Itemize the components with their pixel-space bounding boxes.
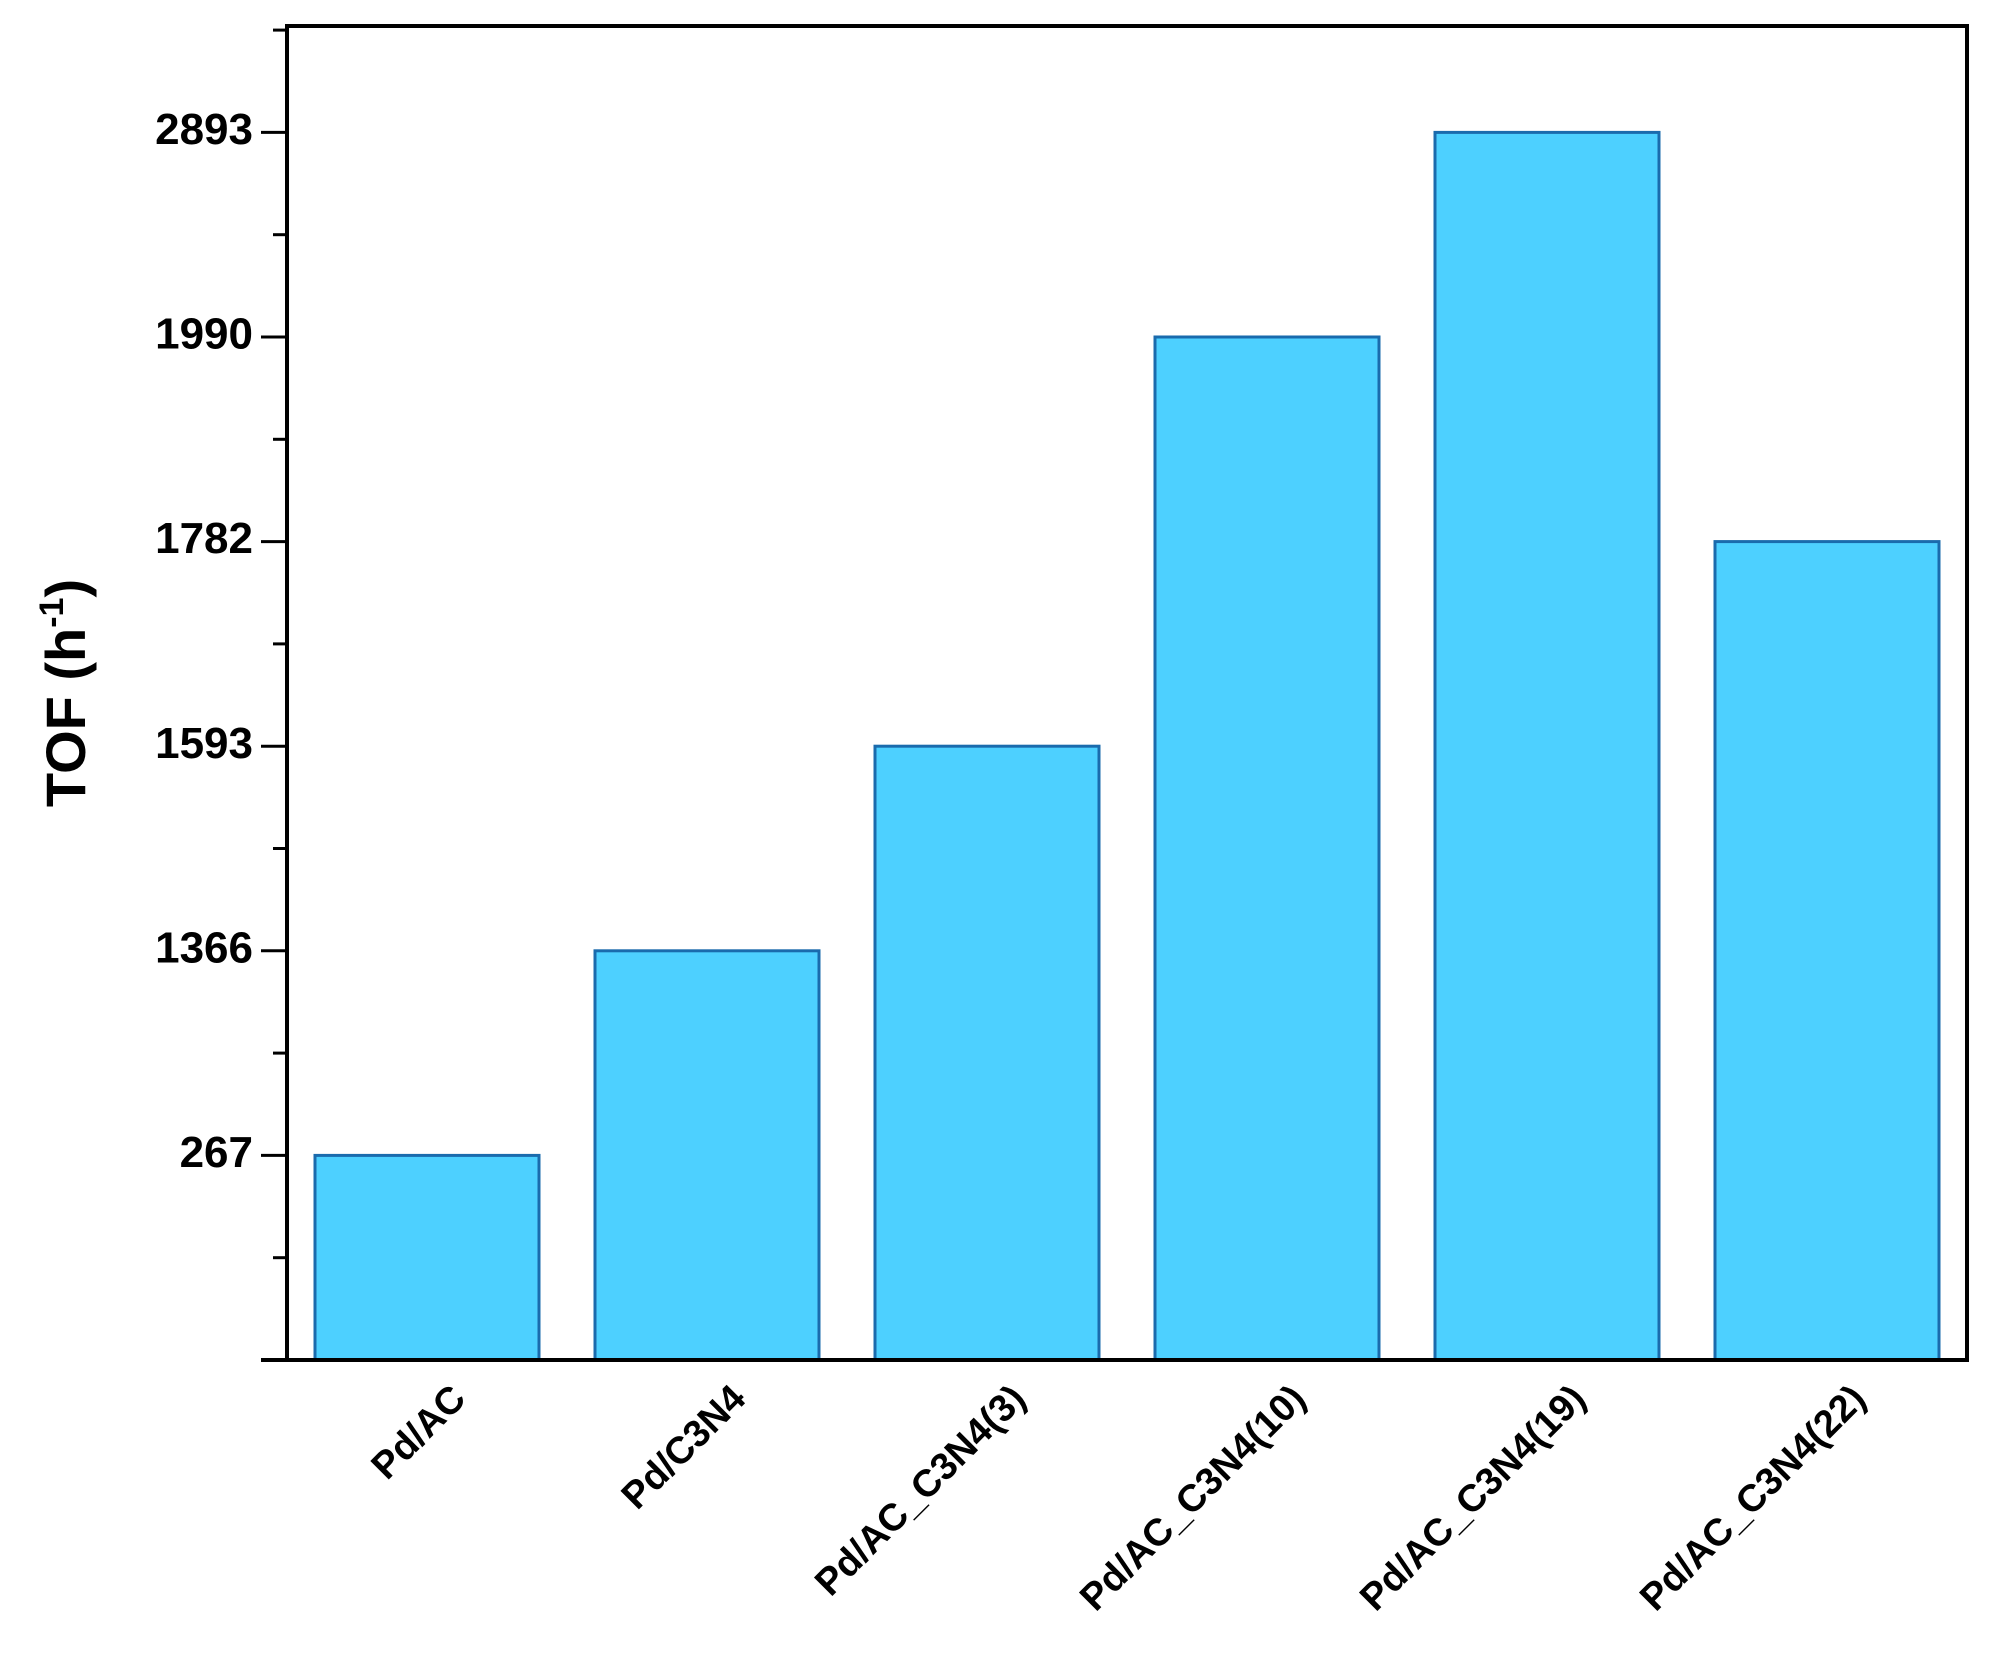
x-tick-label: Pd/AC bbox=[364, 1377, 474, 1487]
bar bbox=[313, 1153, 541, 1362]
y-axis-label: TOF (h-1) bbox=[33, 579, 97, 807]
y-tick-label: 1782 bbox=[155, 514, 253, 563]
y-tick-label: 1366 bbox=[155, 923, 253, 972]
x-tick-label: Pd/AC_C3N4(22) bbox=[1632, 1377, 1874, 1619]
plot-frame bbox=[285, 24, 1969, 1362]
bar bbox=[593, 949, 821, 1362]
x-tick-label: Pd/C3N4 bbox=[614, 1377, 754, 1517]
y-tick-label: 267 bbox=[180, 1128, 253, 1177]
x-tick-label: Pd/AC_C3N4(3) bbox=[807, 1377, 1034, 1604]
x-tick-label: Pd/AC_C3N4(10) bbox=[1072, 1377, 1314, 1619]
y-tick-label: 2893 bbox=[155, 105, 253, 154]
y-axis-label-text: TOF (h bbox=[34, 628, 97, 807]
bar bbox=[1713, 540, 1941, 1362]
y-axis-label-end: ) bbox=[34, 579, 97, 598]
y-axis-label-sup: -1 bbox=[33, 598, 71, 628]
y-tick-label: 1593 bbox=[155, 719, 253, 768]
y-tick-label: 1990 bbox=[155, 310, 253, 359]
bar bbox=[873, 744, 1101, 1362]
bar bbox=[1433, 130, 1661, 1362]
x-tick-label: Pd/AC_C3N4(19) bbox=[1352, 1377, 1594, 1619]
bar bbox=[1153, 335, 1381, 1362]
